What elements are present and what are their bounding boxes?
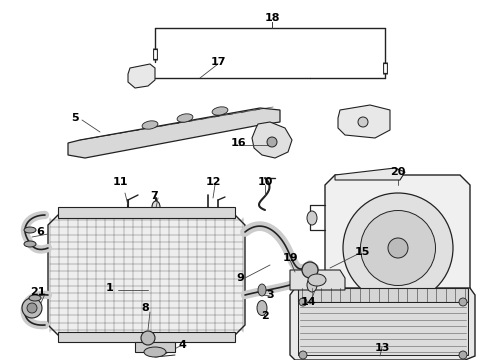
Text: 15: 15 <box>354 247 369 257</box>
Ellipse shape <box>258 284 266 296</box>
Ellipse shape <box>459 351 467 359</box>
Ellipse shape <box>24 227 36 233</box>
Polygon shape <box>290 288 475 360</box>
Text: 16: 16 <box>230 138 246 148</box>
Polygon shape <box>290 270 345 290</box>
Ellipse shape <box>22 298 42 318</box>
Polygon shape <box>48 215 245 335</box>
Polygon shape <box>135 342 175 352</box>
Ellipse shape <box>27 303 37 313</box>
Polygon shape <box>338 105 390 138</box>
Ellipse shape <box>459 298 467 306</box>
Text: 13: 13 <box>374 343 390 353</box>
Text: 11: 11 <box>112 177 128 187</box>
Ellipse shape <box>307 278 317 292</box>
Text: 19: 19 <box>282 253 298 263</box>
Ellipse shape <box>358 117 368 127</box>
Polygon shape <box>325 175 470 320</box>
Ellipse shape <box>267 137 277 147</box>
Polygon shape <box>298 302 468 355</box>
Polygon shape <box>58 207 235 218</box>
Ellipse shape <box>144 347 166 357</box>
Text: 20: 20 <box>391 167 406 177</box>
Ellipse shape <box>142 121 158 129</box>
Ellipse shape <box>343 193 453 303</box>
Text: 3: 3 <box>266 290 274 300</box>
Text: 17: 17 <box>210 57 226 67</box>
Polygon shape <box>58 332 235 342</box>
Ellipse shape <box>177 114 193 122</box>
Text: 2: 2 <box>261 311 269 321</box>
Text: 7: 7 <box>150 191 158 201</box>
Text: 14: 14 <box>300 297 316 307</box>
Ellipse shape <box>361 211 436 285</box>
Polygon shape <box>335 168 405 180</box>
Ellipse shape <box>302 262 318 278</box>
Polygon shape <box>252 122 292 158</box>
Text: 21: 21 <box>30 287 46 297</box>
Text: 5: 5 <box>71 113 79 123</box>
Ellipse shape <box>257 301 267 315</box>
Ellipse shape <box>307 211 317 225</box>
Text: 18: 18 <box>264 13 280 23</box>
Ellipse shape <box>141 331 155 345</box>
Text: 12: 12 <box>205 177 221 187</box>
Polygon shape <box>68 108 280 158</box>
Polygon shape <box>128 64 155 88</box>
Text: 9: 9 <box>236 273 244 283</box>
Text: 8: 8 <box>141 303 149 313</box>
Text: 6: 6 <box>36 227 44 237</box>
Ellipse shape <box>212 107 228 115</box>
Ellipse shape <box>152 201 160 213</box>
Ellipse shape <box>24 241 36 247</box>
Ellipse shape <box>29 295 41 301</box>
Ellipse shape <box>299 351 307 359</box>
Ellipse shape <box>388 238 408 258</box>
Text: 10: 10 <box>257 177 273 187</box>
Text: 4: 4 <box>178 340 186 350</box>
Text: 1: 1 <box>106 283 114 293</box>
Ellipse shape <box>299 298 307 306</box>
Polygon shape <box>298 288 468 302</box>
Ellipse shape <box>308 274 326 286</box>
